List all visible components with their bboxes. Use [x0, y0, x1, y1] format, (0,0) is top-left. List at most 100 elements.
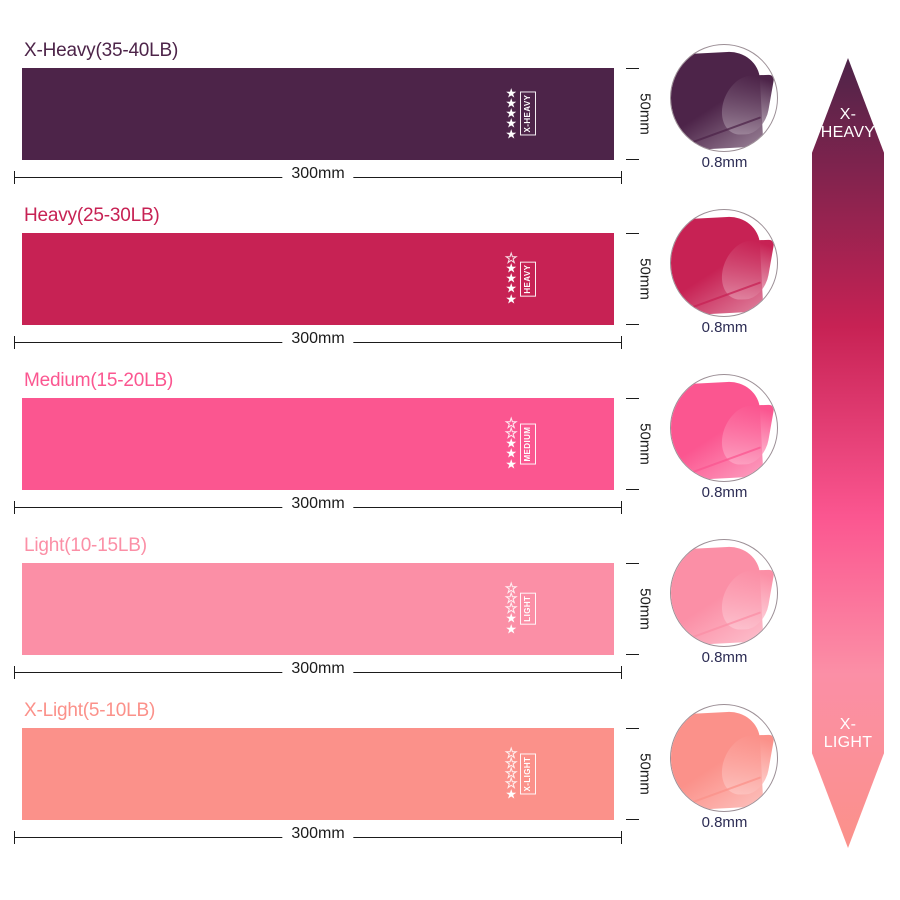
star-filled-icon: ★	[505, 435, 517, 451]
star-filled-icon: ★	[505, 126, 517, 142]
band-length-dimension: 300mm	[14, 825, 622, 850]
star-filled-icon: ★	[505, 85, 517, 101]
band-width-label: 50mm	[636, 258, 654, 300]
band-row: X-Heavy(35-40LB) ★ ★ ★ ★ ★ X-HEAVY 50mm 300mm	[0, 40, 660, 205]
band-marking: ★ ★ ★ ★ ★ X-LIGHT	[505, 745, 536, 802]
thickness-closeup-circle	[670, 704, 778, 812]
band-marking: ★ ★ ★ ★ ★ LIGHT	[505, 581, 536, 637]
band-length-label: 300mm	[282, 495, 354, 513]
star-outline-icon: ★	[505, 600, 518, 616]
band-marking: ★ ★ ★ ★ ★ X-HEAVY	[505, 85, 536, 142]
dimension-tick-right	[621, 336, 622, 349]
star-outline-icon: ★	[505, 250, 518, 266]
star-outline-icon: ★	[505, 425, 518, 441]
dimension-tick-left	[14, 336, 15, 349]
band-width-dimension: 50mm	[620, 563, 660, 655]
star-outline-icon: ★	[505, 765, 518, 781]
thickness-closeup-circle	[670, 209, 778, 317]
star-outline-icon: ★	[505, 415, 518, 431]
star-filled-icon: ★	[505, 116, 517, 132]
dimension-tick-right	[621, 501, 622, 514]
band-length-label: 300mm	[282, 330, 354, 348]
dimension-tick-top	[626, 68, 639, 69]
dimension-tick-bottom	[626, 324, 639, 325]
dimension-tick-bottom	[626, 819, 639, 820]
star-rating: ★ ★ ★ ★ ★	[505, 581, 518, 637]
dimension-tick-right	[621, 831, 622, 844]
star-rating: ★ ★ ★ ★ ★	[505, 745, 518, 802]
arrow-shaft	[812, 58, 884, 848]
band-level-badge: X-HEAVY	[520, 92, 536, 136]
band-title: Medium(15-20LB)	[24, 370, 174, 391]
star-filled-icon: ★	[505, 786, 517, 802]
thickness-label: 0.8mm	[701, 154, 748, 171]
band-width-label: 50mm	[636, 93, 654, 135]
band-strip: ★ ★ ★ ★ ★ X-HEAVY	[22, 68, 614, 160]
dimension-tick-top	[626, 563, 639, 564]
band-marking: ★ ★ ★ ★ ★ MEDIUM	[505, 415, 536, 472]
band-width-dimension: 50mm	[620, 68, 660, 160]
band-length-label: 300mm	[282, 165, 354, 183]
arrow-top-label-line1: X-	[839, 106, 857, 123]
star-filled-icon: ★	[505, 291, 517, 307]
arrow-bottom-label: X- LIGHT	[812, 716, 884, 752]
intensity-gradient-arrow: X- HEAVY X- LIGHT	[812, 58, 884, 848]
dimension-tick-left	[14, 501, 15, 514]
star-outline-icon: ★	[505, 745, 518, 761]
star-filled-icon: ★	[505, 95, 517, 111]
thickness-detail-cell: 0.8mm	[662, 40, 787, 205]
band-length-dimension: 300mm	[14, 660, 622, 685]
band-length-label: 300mm	[282, 660, 354, 678]
dimension-tick-left	[14, 666, 15, 679]
band-length-dimension: 300mm	[14, 165, 622, 190]
band-level-badge: LIGHT	[520, 593, 536, 625]
band-width-label: 50mm	[636, 423, 654, 465]
dimension-tick-right	[621, 171, 622, 184]
dimension-tick-top	[626, 728, 639, 729]
band-row: Heavy(25-30LB) ★ ★ ★ ★ ★ HEAVY 50mm 300mm	[0, 205, 660, 370]
band-strip: ★ ★ ★ ★ ★ X-LIGHT	[22, 728, 614, 820]
thickness-closeup-circle	[670, 374, 778, 482]
star-rating: ★ ★ ★ ★ ★	[505, 415, 518, 472]
star-filled-icon: ★	[505, 260, 517, 276]
thickness-detail-cell: 0.8mm	[662, 370, 787, 535]
arrow-bottom-label-line2: LIGHT	[823, 734, 873, 752]
star-rating: ★ ★ ★ ★ ★	[505, 250, 518, 307]
dimension-tick-bottom	[626, 489, 639, 490]
star-filled-icon: ★	[505, 621, 517, 637]
star-filled-icon: ★	[505, 281, 517, 297]
band-width-dimension: 50mm	[620, 398, 660, 490]
band-width-label: 50mm	[636, 753, 654, 795]
thickness-label: 0.8mm	[701, 649, 748, 666]
band-title: Heavy(25-30LB)	[24, 205, 160, 226]
star-filled-icon: ★	[505, 456, 517, 472]
band-row: Light(10-15LB) ★ ★ ★ ★ ★ LIGHT 50mm 300mm	[0, 535, 660, 700]
star-filled-icon: ★	[505, 446, 517, 462]
thickness-closeup-circle	[670, 44, 778, 152]
band-row: Medium(15-20LB) ★ ★ ★ ★ ★ MEDIUM 50mm 300mm	[0, 370, 660, 535]
band-length-dimension: 300mm	[14, 495, 622, 520]
band-width-dimension: 50mm	[620, 233, 660, 325]
band-marking: ★ ★ ★ ★ ★ HEAVY	[505, 250, 536, 307]
dimension-tick-left	[14, 171, 15, 184]
band-title: Light(10-15LB)	[24, 535, 147, 556]
band-title: X-Light(5-10LB)	[24, 700, 156, 721]
band-length-dimension: 300mm	[14, 330, 622, 355]
star-outline-icon: ★	[505, 776, 518, 792]
star-rating: ★ ★ ★ ★ ★	[505, 85, 517, 142]
band-level-badge: X-LIGHT	[520, 753, 536, 795]
thickness-closeup-circle	[670, 539, 778, 647]
band-width-dimension: 50mm	[620, 728, 660, 820]
star-outline-icon: ★	[505, 755, 518, 771]
thickness-detail-cell: 0.8mm	[662, 205, 787, 370]
band-level-badge: MEDIUM	[520, 423, 536, 465]
band-width-label: 50mm	[636, 588, 654, 630]
arrow-bottom-label-line1: X-	[839, 716, 857, 734]
thickness-label: 0.8mm	[701, 814, 748, 831]
star-outline-icon: ★	[505, 590, 518, 606]
band-length-label: 300mm	[282, 825, 354, 843]
band-title: X-Heavy(35-40LB)	[24, 40, 179, 61]
band-strip: ★ ★ ★ ★ ★ LIGHT	[22, 563, 614, 655]
band-row: X-Light(5-10LB) ★ ★ ★ ★ ★ X-LIGHT 50mm 300mm	[0, 700, 660, 865]
